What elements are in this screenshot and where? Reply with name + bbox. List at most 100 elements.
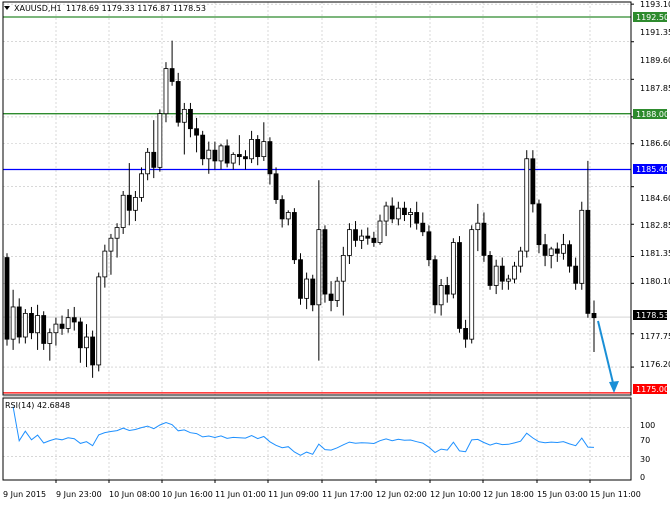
time-label: 9 Jun 2015 xyxy=(3,490,46,499)
candle-body xyxy=(145,151,151,175)
candle-body xyxy=(218,145,224,162)
rsi-tick: 70 xyxy=(640,436,650,445)
candle-body xyxy=(77,321,83,349)
candle-body xyxy=(188,108,193,130)
candle-body xyxy=(4,257,10,340)
candle-body xyxy=(35,315,40,334)
collapse-triangle-icon[interactable] xyxy=(4,6,10,10)
candle-body xyxy=(353,229,358,241)
candle-body xyxy=(133,197,138,211)
candle-body xyxy=(340,255,346,282)
rsi-tick: 100 xyxy=(640,421,655,430)
candle-body xyxy=(90,336,96,366)
candle-body xyxy=(96,276,102,366)
candle-body xyxy=(420,222,426,233)
price-axis[interactable]: 1193.10 1191.35 1189.60 1187.85 1186.60 … xyxy=(640,0,670,369)
price-tick: 1176.20 xyxy=(640,360,670,369)
candle-body xyxy=(298,259,303,299)
time-label: 10 Jun 16:00 xyxy=(162,490,213,499)
level-tag-text: 1175.00 xyxy=(636,385,669,394)
time-label: 11 Jun 17:00 xyxy=(322,490,373,499)
candle-body xyxy=(102,250,108,278)
candle-body xyxy=(463,328,468,340)
arrow-head-icon xyxy=(609,381,619,393)
candle-body xyxy=(279,199,285,220)
level-tag-1188-00[interactable]: 1188.00 xyxy=(633,109,669,119)
level-tag-1192-50[interactable]: 1192.50 xyxy=(633,12,669,22)
level-tag-text: 1192.50 xyxy=(636,13,669,22)
candle-body xyxy=(371,237,377,243)
candle-body xyxy=(450,242,456,295)
candle-body xyxy=(84,336,89,349)
candle-body xyxy=(567,244,572,267)
candle-body xyxy=(243,156,248,160)
candle-body xyxy=(414,212,420,224)
candle-body xyxy=(402,207,407,216)
candle-body xyxy=(316,229,322,306)
candle-body xyxy=(432,259,438,306)
level-tag-text: 1185.40 xyxy=(636,165,669,174)
price-tick: 1180.10 xyxy=(640,277,670,286)
time-label: 12 Jun 02:00 xyxy=(376,490,427,499)
candles xyxy=(4,40,597,378)
rsi-line xyxy=(12,406,595,456)
time-label: 15 Jun 03:00 xyxy=(537,490,588,499)
candle-body xyxy=(469,229,475,340)
candle-body xyxy=(65,317,71,329)
candle-body xyxy=(139,173,144,198)
candle-body xyxy=(359,235,365,241)
candle-body xyxy=(328,293,334,301)
candle-body xyxy=(304,278,310,299)
candle-body xyxy=(530,158,536,205)
candle-body xyxy=(175,81,181,123)
candle-body xyxy=(493,265,499,286)
candle-body xyxy=(542,244,548,256)
rsi-tick: 0 xyxy=(640,473,645,482)
axes xyxy=(2,1,634,483)
candle-body xyxy=(512,265,517,280)
price-tick: 1193.10 xyxy=(640,0,670,9)
candle-body xyxy=(408,212,413,216)
candle-body xyxy=(126,194,132,211)
price-tick: 1186.60 xyxy=(640,139,670,148)
candle-body xyxy=(591,312,597,319)
candle-body xyxy=(573,265,579,284)
horizontal-levels[interactable] xyxy=(3,16,631,394)
candle-body xyxy=(261,141,267,158)
time-label: 12 Jun 10:00 xyxy=(430,490,481,499)
candle-body xyxy=(347,229,352,256)
time-label: 9 Jun 23:00 xyxy=(56,490,102,499)
current-price-tag: 1178.53 xyxy=(633,310,669,320)
price-tick: 1182.85 xyxy=(640,221,670,230)
price-tick: 1191.35 xyxy=(640,28,670,37)
candle-body xyxy=(59,323,65,329)
candle-body xyxy=(53,323,59,334)
current-price-text: 1178.53 xyxy=(636,311,669,320)
candle-body xyxy=(518,250,524,267)
time-label: 11 Jun 01:00 xyxy=(215,490,266,499)
symbol-label: XAUUSD,H1 xyxy=(14,4,62,13)
price-tick: 1184.60 xyxy=(640,194,670,203)
candle-body xyxy=(157,113,163,168)
candle-body xyxy=(365,235,371,239)
candle-body xyxy=(481,222,487,256)
level-tag-1185-40[interactable]: 1185.40 xyxy=(633,164,669,174)
time-label: 11 Jun 09:00 xyxy=(268,490,319,499)
candle-body xyxy=(524,158,530,252)
candle-body xyxy=(579,209,585,284)
candle-body xyxy=(29,312,34,334)
candle-body xyxy=(475,222,481,231)
candle-body xyxy=(383,205,389,222)
candle-body xyxy=(499,265,505,282)
candle-body xyxy=(487,255,493,286)
candle-body xyxy=(169,68,175,82)
level-tag-1175-00[interactable]: 1175.00 xyxy=(633,384,669,394)
candle-body xyxy=(395,207,401,220)
candle-body xyxy=(10,306,16,340)
candle-body xyxy=(224,145,230,164)
candle-body xyxy=(120,194,126,228)
candle-body xyxy=(505,278,511,282)
candle-body xyxy=(236,154,242,158)
time-axis[interactable]: 9 Jun 2015 9 Jun 23:00 10 Jun 08:00 10 J… xyxy=(3,490,641,499)
